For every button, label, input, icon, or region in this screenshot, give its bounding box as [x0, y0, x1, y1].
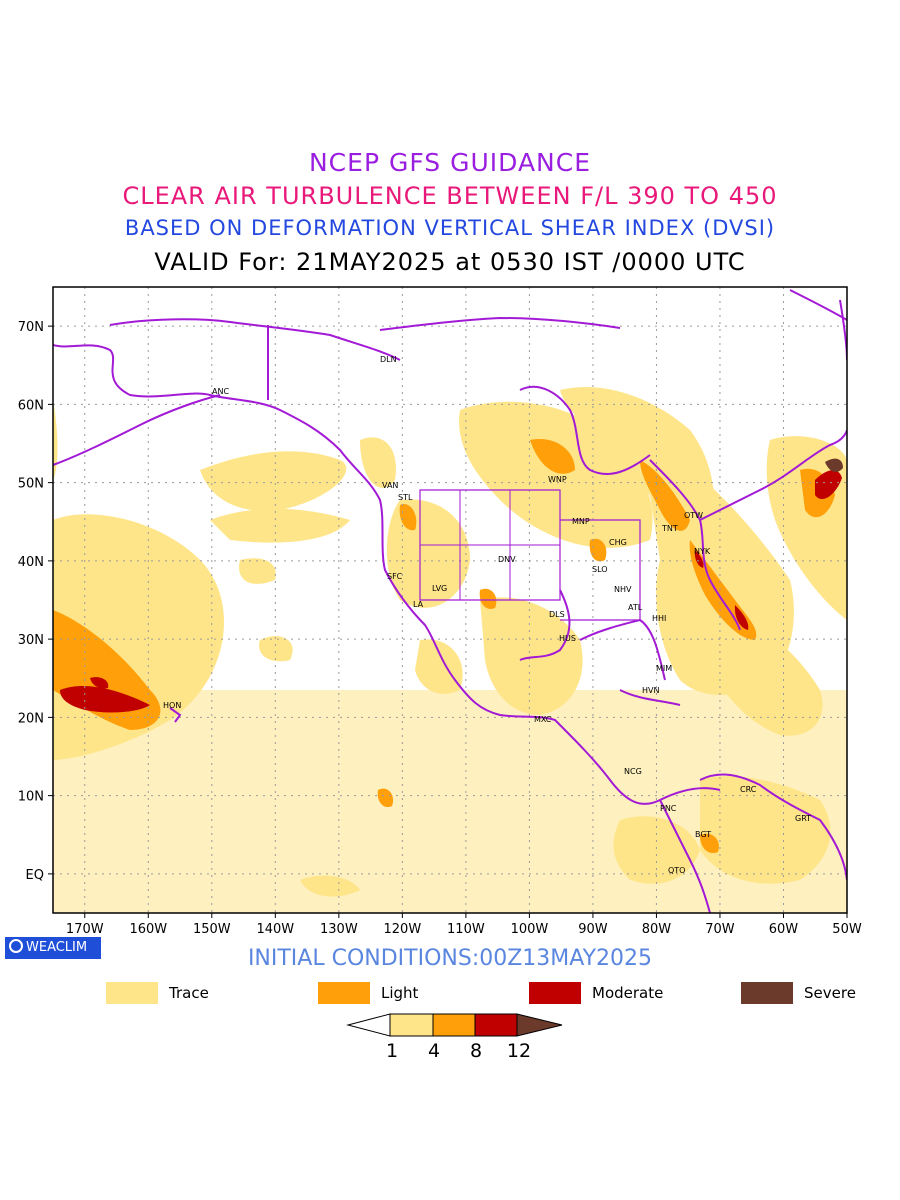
lon-label: 150W: [193, 922, 231, 937]
legend-light-label: Light: [381, 984, 419, 1002]
lon-label: 70W: [705, 922, 735, 937]
lon-label: 110W: [447, 922, 485, 937]
station-label-nyk: NYK: [694, 547, 711, 556]
station-label-lvg: LVG: [432, 584, 447, 593]
station-label-mim: MIM: [656, 664, 672, 673]
station-label-nhv: NHV: [614, 585, 632, 594]
station-label-grt: GRT: [795, 814, 811, 823]
lon-label: 170W: [66, 922, 104, 937]
weaclim-badge: WEACLIM: [5, 937, 101, 959]
station-label-mnp: MNP: [572, 517, 590, 526]
lat-label: 20N: [18, 711, 44, 726]
station-label-dln: DLN: [380, 355, 397, 364]
title-line-1: NCEP GFS GUIDANCE: [308, 148, 591, 177]
colorbar-tick-1: 1: [385, 1040, 399, 1062]
station-label-qto: QTO: [668, 866, 685, 875]
station-label-la: LA: [413, 600, 424, 609]
legend-moderate-label: Moderate: [592, 984, 664, 1002]
station-label-dnv: DNV: [498, 555, 516, 564]
colorbar-tick-4: 4: [427, 1040, 441, 1062]
lon-label: 60W: [769, 922, 799, 937]
station-label-dls: DLS: [549, 610, 565, 619]
longitude-labels: 170W 160W 150W 140W 130W 120W 110W 100W 90W 80W 70…: [66, 922, 862, 937]
lon-label: 50W: [832, 922, 862, 937]
station-label-chg: CHG: [609, 538, 627, 547]
lat-label: 10N: [18, 790, 44, 805]
station-label-atl: ATL: [628, 603, 643, 612]
station-label-van: VAN: [382, 481, 398, 490]
station-label-crc: CRC: [740, 785, 757, 794]
brand-circle-icon: [9, 939, 23, 953]
station-label-tnt: TNT: [661, 524, 678, 533]
station-label-hhi: HHI: [652, 614, 666, 623]
lat-label: 70N: [18, 320, 44, 335]
station-label-pnc: PNC: [660, 804, 677, 813]
station-label-slo: SLO: [592, 565, 608, 574]
station-label-anc: ANC: [212, 387, 229, 396]
station-label-ncg: NCG: [624, 767, 642, 776]
colorbar-tick-8: 8: [469, 1040, 483, 1062]
title-line-3: BASED ON DEFORMATION VERTICAL SHEAR INDE…: [124, 216, 776, 240]
station-label-bgt: BGT: [695, 830, 711, 839]
lon-label: 160W: [129, 922, 167, 937]
lon-label: 130W: [320, 922, 358, 937]
station-label-hus: HUS: [559, 634, 576, 643]
legend-trace-label: Trace: [169, 984, 209, 1002]
turbulence-fields: [53, 386, 847, 913]
station-label-wnp: WNP: [548, 475, 567, 484]
lat-label: 50N: [18, 477, 44, 492]
lon-label: 120W: [384, 922, 422, 937]
legend-severe-swatch: [741, 982, 793, 1004]
legend-severe-label: Severe: [804, 984, 856, 1002]
station-label-hon: HON: [163, 701, 181, 710]
station-label-hvn: HVN: [642, 686, 659, 695]
brand-text: WEACLIM: [26, 940, 88, 955]
valid-time: VALID For: 21MAY2025 at 0530 IST /0000 U…: [154, 248, 746, 276]
lat-label: EQ: [26, 868, 44, 883]
lon-label: 100W: [511, 922, 549, 937]
map-frame: [52, 286, 848, 914]
legend-trace-swatch: [106, 982, 158, 1004]
station-label-otw: OTW: [684, 511, 703, 520]
lon-label: 80W: [642, 922, 672, 937]
lat-label: 30N: [18, 633, 44, 648]
coastlines: [53, 289, 847, 913]
lat-label: 60N: [18, 398, 44, 413]
title-line-2: CLEAR AIR TURBULENCE BETWEEN F/L 390 TO …: [122, 182, 778, 210]
lon-label: 90W: [578, 922, 608, 937]
station-label-mxc: MXC: [534, 715, 552, 724]
station-label-sfc: SFC: [387, 572, 403, 581]
legend-light-swatch: [318, 982, 370, 1004]
lat-label: 40N: [18, 555, 44, 570]
initial-conditions: INITIAL CONDITIONS:00Z13MAY2025: [247, 946, 653, 971]
station-label-stl: STL: [398, 493, 413, 502]
legend-moderate-swatch: [529, 982, 581, 1004]
lon-label: 140W: [256, 922, 294, 937]
colorbar-tick-12: 12: [506, 1040, 532, 1062]
axis-ticks: [48, 325, 848, 918]
latitude-labels: 70N 60N 50N 40N 30N 20N 10N EQ: [18, 320, 44, 883]
